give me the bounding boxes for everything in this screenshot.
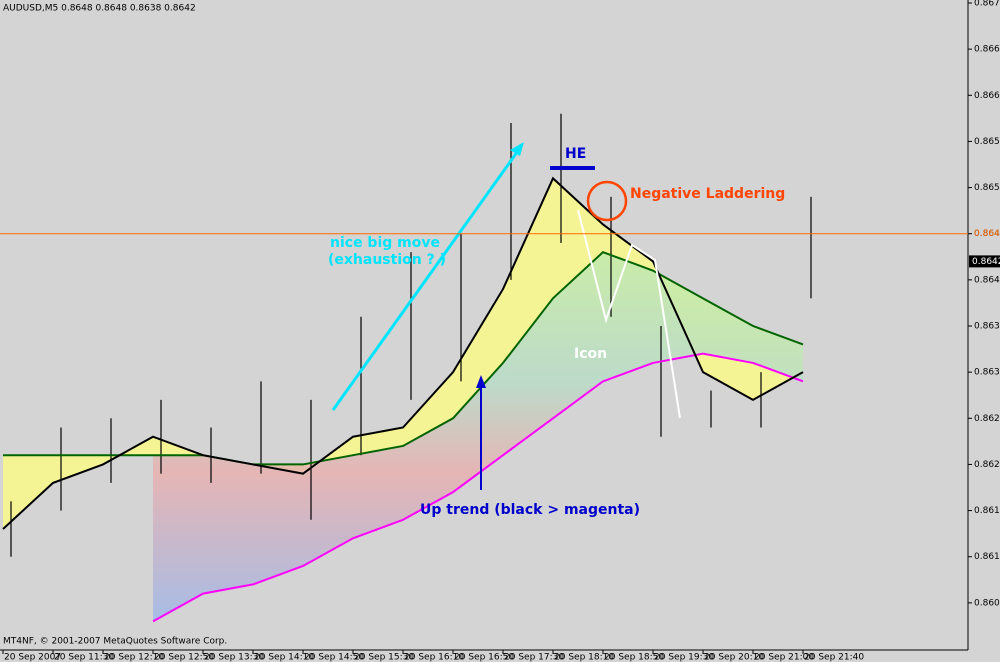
annotation: Icon [574,346,607,362]
circle [586,180,628,222]
x-tick-label: 20 Sep 14:50 [304,653,364,662]
x-tick-label: 20 Sep 12:10 [104,653,164,662]
x-tick-label: 20 Sep 13:30 [204,653,264,662]
annotation: Up trend (black > magenta) [420,502,640,518]
footer: MT4NF, © 2001-2007 MetaQuotes Software C… [3,637,227,647]
arrow-head [476,375,486,388]
x-tick-label: 20 Sep 18:50 [604,653,664,662]
price-label: 0.8645 [974,229,1000,239]
arrow [577,209,681,419]
x-tick-label: 20 Sep 21:40 [804,653,864,662]
plot [2,113,812,623]
y-tick-label: 0.8655 [974,137,1000,147]
x-tick-label: 20 Sep 17:30 [504,653,564,662]
ribbon [153,252,803,622]
y-tick-label: 0.8605 [974,598,1000,608]
chart-title: AUDUSD,M5 0.8648 0.8648 0.8638 0.8642 [3,4,196,14]
x-tick-label: 20 Sep 18:10 [554,653,614,662]
x-tick-label: 20 Sep 15:30 [354,653,414,662]
x-tick-label: 20 Sep 14:10 [254,653,314,662]
y-tick-label: 0.8615 [974,506,1000,516]
annotation: HE [565,146,586,162]
x-tick-label: 20 Sep 21:00 [754,653,814,662]
x-tick-label: 20 Sep 16:10 [404,653,464,662]
annotation: nice big move [330,235,440,251]
arrow-head [510,142,524,156]
y-tick-label: 0.8670 [974,0,1000,9]
y-tick-label: 0.8665 [974,45,1000,55]
x-tick-label: 20 Sep 11:30 [54,653,114,662]
x-tick-label: 20 Sep 20:10 [704,653,764,662]
x-tick-label: 20 Sep 19:30 [654,653,714,662]
price-marker-label: 0.8642 [972,257,1000,267]
ema-line [2,176,804,530]
x-tick-label: 20 Sep 16:50 [454,653,514,662]
y-tick-label: 0.8625 [974,414,1000,424]
ema-line [3,251,804,466]
y-tick-label: 0.8645 [974,229,1000,239]
arrow [331,147,522,411]
x-tick-label: 20 Sep 2007 [4,653,61,662]
y-tick-label: 0.8635 [974,322,1000,332]
annotation: Negative Laddering [630,186,785,202]
annotation: (exhaustion ? ) [328,252,446,268]
x-tick-label: 20 Sep 12:50 [154,653,214,662]
price-box [969,255,1000,268]
